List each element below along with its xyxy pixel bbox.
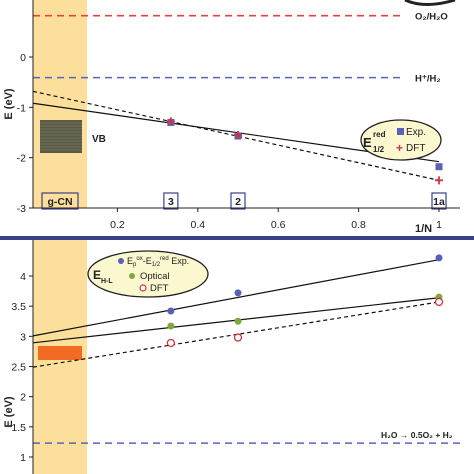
top-plot-background	[33, 0, 460, 208]
legend-dft-label: DFT	[406, 143, 425, 154]
valence-band-hatch	[40, 122, 82, 151]
legend-title-sub: 1/2	[373, 145, 385, 154]
boxed-label-frame	[230, 192, 246, 210]
boxed-label-frame	[41, 192, 79, 210]
y-tick-label: -3	[17, 203, 26, 215]
data-point	[234, 131, 242, 140]
boxed-labels: g-CN 3 2 1a	[41, 192, 447, 210]
valence-band-block	[40, 120, 82, 153]
legend-optical-label: Optical	[140, 271, 170, 282]
bottom-legend: E H-L Epox-E1/2red Exp. Optical DFT	[87, 250, 209, 298]
x-ticks: 0.2 0.4 0.6 0.8 1	[110, 208, 442, 231]
data-point	[435, 254, 443, 262]
y-tick-label: 0	[20, 52, 26, 64]
bottom-panel: H₂O → 0.5O₂ + H₂ E H-L Epox-E1/2red Exp.…	[3, 240, 460, 474]
top-legend: E 1/2 red Exp. + DFT	[360, 119, 442, 161]
y-tick-label: 1	[20, 452, 26, 464]
band-label-vb: VB	[92, 134, 106, 145]
legend-dft-marker: +	[396, 141, 403, 155]
data-point	[234, 289, 242, 297]
top-panel: VB O₂/H₂O H⁺/H₂ E 1/2 red Exp. + DFT g-CN…	[3, 0, 460, 235]
y-ticks: -3 -2 -1 0	[17, 52, 33, 215]
legend-title-sub: H-L	[101, 278, 113, 285]
x-tick-label: 0.8	[351, 219, 366, 231]
data-point	[166, 338, 176, 348]
fit-line	[32, 259, 440, 337]
legend-optical-marker	[129, 273, 135, 279]
legend-title-sup: red	[373, 130, 386, 139]
cropped-annotation-box	[404, 0, 456, 6]
top-x-axis-title: 1/N	[415, 223, 432, 235]
top-y-axis-title: E (eV)	[3, 88, 15, 120]
boxed-label: 2	[235, 196, 241, 208]
y-tick-label: 3	[20, 331, 26, 343]
y-tick-label: 4	[20, 271, 26, 283]
legend-title: E	[363, 135, 372, 150]
x-tick-label: 1	[436, 219, 442, 231]
y-tick-label: 3.5	[11, 301, 26, 313]
boxed-label: g-CN	[47, 196, 72, 208]
x-tick-label: 0.2	[110, 219, 125, 231]
legend-dft-label: DFT	[150, 283, 169, 294]
data-point	[435, 176, 443, 185]
legend-title: E	[93, 268, 101, 282]
reference-line-label: O₂/H₂O	[415, 12, 448, 23]
fit-line	[32, 90, 440, 181]
data-point	[167, 322, 175, 330]
legend-dft-marker	[139, 284, 147, 292]
data-point	[233, 333, 243, 342]
data-point	[434, 297, 444, 307]
boxed-label-frame	[163, 192, 179, 210]
gcn-gap-block	[38, 346, 82, 360]
legend-exp-marker	[118, 258, 124, 264]
x-tick-label: 0.4	[190, 219, 205, 231]
data-point	[234, 317, 242, 325]
top-legend-ellipse	[360, 119, 442, 161]
y-ticks: 1 1.5 2 2.5 3 3.5 4	[11, 271, 33, 464]
bottom-y-axis-title: E (eV)	[3, 396, 15, 428]
y-tick-label: 2.5	[11, 362, 26, 374]
reference-lines: H₂O → 0.5O₂ + H₂	[33, 430, 460, 444]
legend-exp-label: Exp.	[406, 127, 426, 138]
y-tick-label: 2	[20, 392, 26, 404]
boxed-label: 3	[168, 196, 174, 208]
x-tick-label: 0.6	[271, 219, 286, 231]
y-tick-label: 1.5	[11, 422, 26, 434]
panel-separator	[0, 236, 474, 240]
boxed-label: 1a	[433, 196, 445, 208]
y-tick-label: -1	[17, 102, 26, 114]
reference-line-label: H⁺/H₂	[415, 74, 441, 85]
data-point	[435, 163, 443, 171]
legend-exp-label: Epox-E1/2red Exp.	[127, 256, 189, 268]
data-point	[166, 117, 175, 126]
data-point	[167, 307, 175, 315]
data-markers	[166, 254, 444, 348]
bottom-legend-ellipse	[87, 250, 209, 298]
y-tick-label: -2	[17, 153, 26, 165]
reference-lines: O₂/H₂O H⁺/H₂	[33, 12, 448, 85]
data-markers	[166, 117, 443, 185]
legend-exp-marker	[397, 128, 404, 135]
reference-line-label: H₂O → 0.5O₂ + H₂	[381, 430, 453, 440]
